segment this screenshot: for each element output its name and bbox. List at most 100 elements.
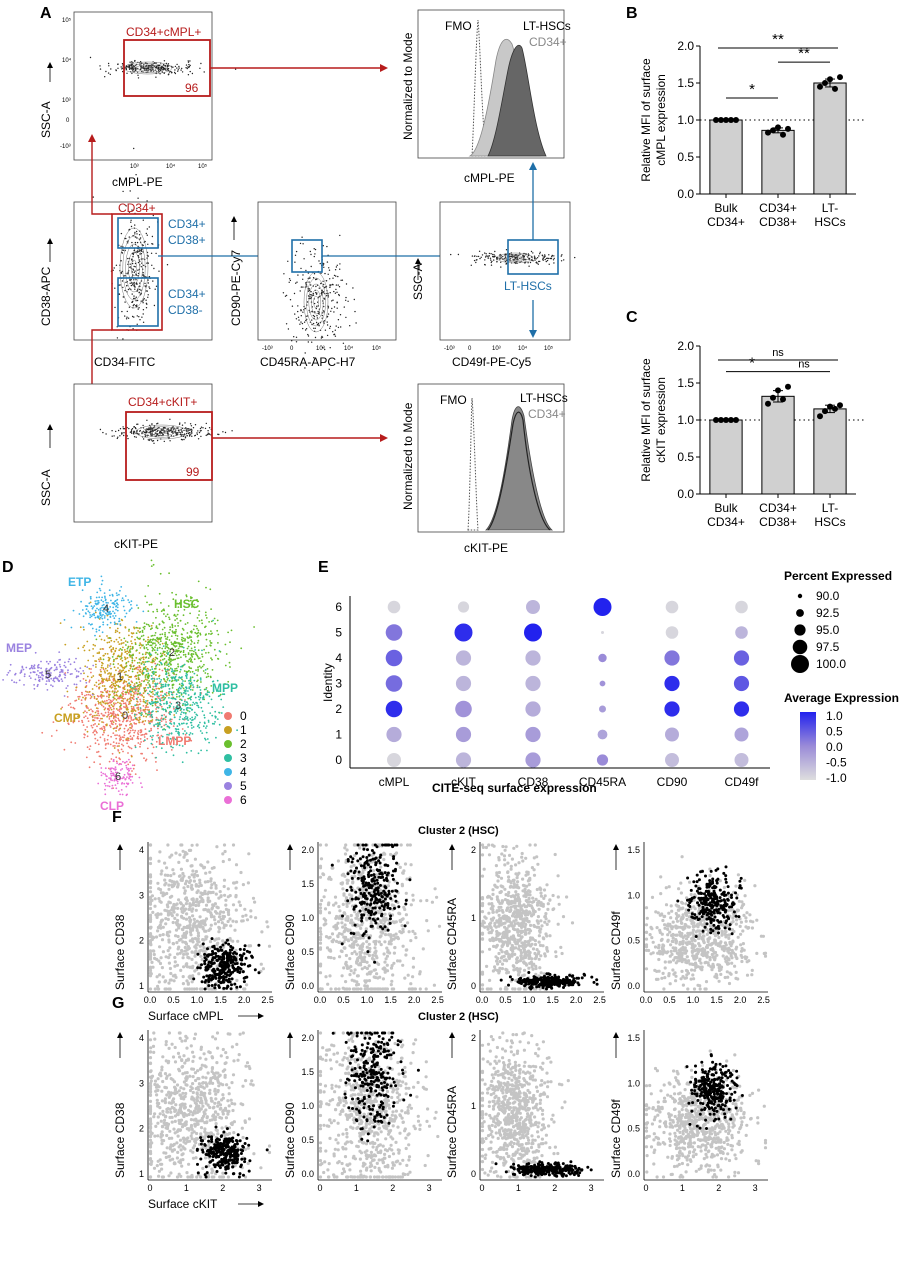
event-dot	[131, 301, 133, 303]
umap-cell	[136, 649, 138, 652]
event-dot	[121, 280, 124, 282]
event-dot	[310, 291, 312, 293]
cell-dot	[163, 861, 167, 865]
event-dot	[284, 295, 287, 297]
contour-line	[505, 255, 525, 261]
event-dot	[135, 230, 138, 233]
event-dot	[199, 427, 202, 430]
cell-dot	[221, 910, 226, 914]
data-point	[770, 394, 776, 401]
umap-cell	[105, 742, 107, 745]
event-dot	[124, 289, 126, 292]
umap-cell	[180, 692, 183, 695]
event-dot	[187, 74, 190, 76]
event-dot	[165, 431, 167, 433]
umap-cell	[129, 651, 132, 653]
umap-cell	[210, 608, 213, 610]
umap-cell	[184, 653, 187, 656]
event-dot	[187, 61, 190, 63]
event-dot	[297, 274, 299, 276]
tick-label: 10⁵	[544, 345, 554, 352]
umap-cell	[199, 696, 202, 699]
umap-cell	[104, 747, 107, 750]
cell-dot	[214, 892, 218, 896]
umap-cell	[134, 643, 137, 646]
event-dot	[295, 336, 298, 338]
umap-cell	[151, 752, 154, 755]
umap-cell	[152, 648, 155, 650]
umap-cell	[163, 613, 165, 615]
umap-cell	[165, 721, 168, 723]
cd38-hi-label-1: CD34+	[168, 217, 206, 231]
event-dot	[153, 442, 155, 444]
tick-label: 10³	[130, 164, 139, 170]
umap-cell	[125, 674, 127, 676]
event-dot	[168, 437, 170, 439]
event-dot	[121, 67, 124, 69]
umap-cell	[225, 653, 228, 655]
event-dot	[181, 424, 184, 426]
umap-cell	[185, 722, 188, 725]
umap-cell	[68, 658, 71, 661]
cell-dot	[152, 949, 156, 953]
event-dot	[133, 303, 135, 306]
umap-cell	[94, 600, 97, 602]
expression-dot	[735, 600, 748, 614]
umap-cell	[140, 734, 143, 736]
event-dot	[328, 267, 330, 269]
umap-cell	[111, 675, 113, 678]
umap-cell	[161, 669, 164, 672]
umap-cell	[106, 715, 108, 718]
cell-dot	[209, 877, 213, 881]
umap-cell	[123, 679, 126, 682]
event-dot	[145, 307, 148, 309]
event-dot	[295, 250, 298, 253]
umap-cell	[210, 630, 212, 632]
umap-cell	[103, 730, 105, 732]
significance-label: **	[772, 31, 784, 48]
umap-cell	[94, 717, 96, 719]
umap-cell	[130, 676, 132, 679]
umap-cell	[189, 679, 192, 682]
cell-dot	[184, 917, 189, 921]
umap-cell	[149, 695, 152, 698]
expression-dot	[387, 753, 401, 767]
umap-cell	[196, 632, 199, 635]
umap-cell	[177, 622, 179, 624]
umap-cell	[154, 632, 157, 634]
umap-cell	[101, 579, 104, 582]
umap-cell	[166, 636, 169, 639]
event-dot	[340, 279, 342, 281]
umap-cell	[192, 653, 195, 655]
umap-cell	[170, 749, 173, 751]
umap-cell	[176, 617, 178, 620]
umap-cell	[114, 649, 117, 652]
umap-cell	[210, 698, 213, 701]
umap-cell	[138, 776, 141, 779]
umap-cell	[194, 696, 197, 699]
umap-cell	[155, 671, 157, 674]
cmpl-gate-ylabel: SSC-A	[39, 101, 53, 138]
umap-cell	[155, 684, 157, 686]
umap-cell	[134, 690, 137, 693]
umap-cell	[122, 605, 125, 608]
umap-cell	[177, 728, 180, 731]
event-dot	[307, 333, 309, 336]
umap-cell	[107, 785, 109, 787]
umap-cell	[114, 766, 117, 769]
identity-tick-label: 0	[335, 753, 342, 767]
umap-cell	[114, 615, 117, 617]
umap-cell	[159, 640, 162, 643]
cell-dot	[224, 903, 228, 907]
event-dot	[302, 286, 304, 288]
event-dot	[131, 72, 133, 75]
umap-cell	[103, 739, 106, 742]
umap-cell	[132, 654, 135, 657]
event-dot	[181, 431, 183, 433]
umap-cell	[156, 725, 159, 728]
event-dot	[326, 292, 328, 295]
event-dot	[542, 257, 545, 259]
expression-dot	[525, 650, 541, 666]
umap-cell	[95, 685, 98, 688]
event-dot	[323, 263, 325, 265]
